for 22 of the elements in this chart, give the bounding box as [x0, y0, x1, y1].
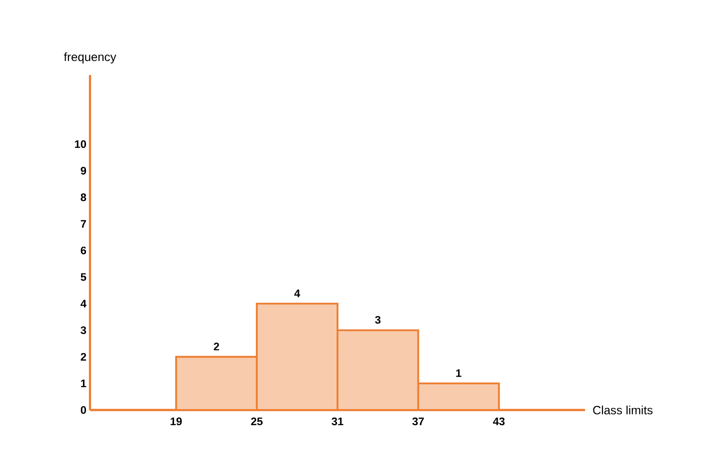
y-tick-label: 3: [80, 326, 86, 334]
x-axis-title: Class limits: [593, 406, 653, 414]
y-tick-label: 2: [80, 352, 86, 361]
y-tick-label: 7: [80, 220, 86, 228]
y-tick-label: 1: [81, 380, 86, 388]
y-tick-label: 9: [80, 166, 86, 175]
data-label: 4: [294, 290, 300, 298]
x-tick-label: 31: [332, 418, 344, 426]
data-label: 2: [214, 342, 220, 350]
x-tick-label: 43: [493, 418, 505, 426]
data-label: 3: [375, 316, 381, 324]
x-tick-label: 19: [170, 418, 182, 426]
y-tick-label: 5: [80, 273, 86, 281]
y-tick-label: 8: [80, 193, 86, 202]
y-tick-label: 0: [80, 406, 86, 414]
y-axis-title: frequency: [64, 52, 116, 64]
x-tick-label: 25: [251, 418, 263, 426]
x-tick-label: 37: [412, 418, 424, 426]
data-label: 1: [456, 369, 462, 377]
y-tick-label: 10: [74, 140, 86, 148]
y-tick-label: 4: [80, 300, 86, 308]
y-tick-label: 6: [80, 246, 86, 254]
